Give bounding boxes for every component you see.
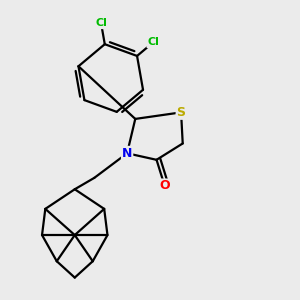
Text: O: O bbox=[159, 179, 170, 193]
Text: N: N bbox=[122, 147, 132, 160]
Text: Cl: Cl bbox=[147, 37, 159, 47]
Text: Cl: Cl bbox=[95, 18, 107, 28]
Text: S: S bbox=[177, 106, 186, 119]
